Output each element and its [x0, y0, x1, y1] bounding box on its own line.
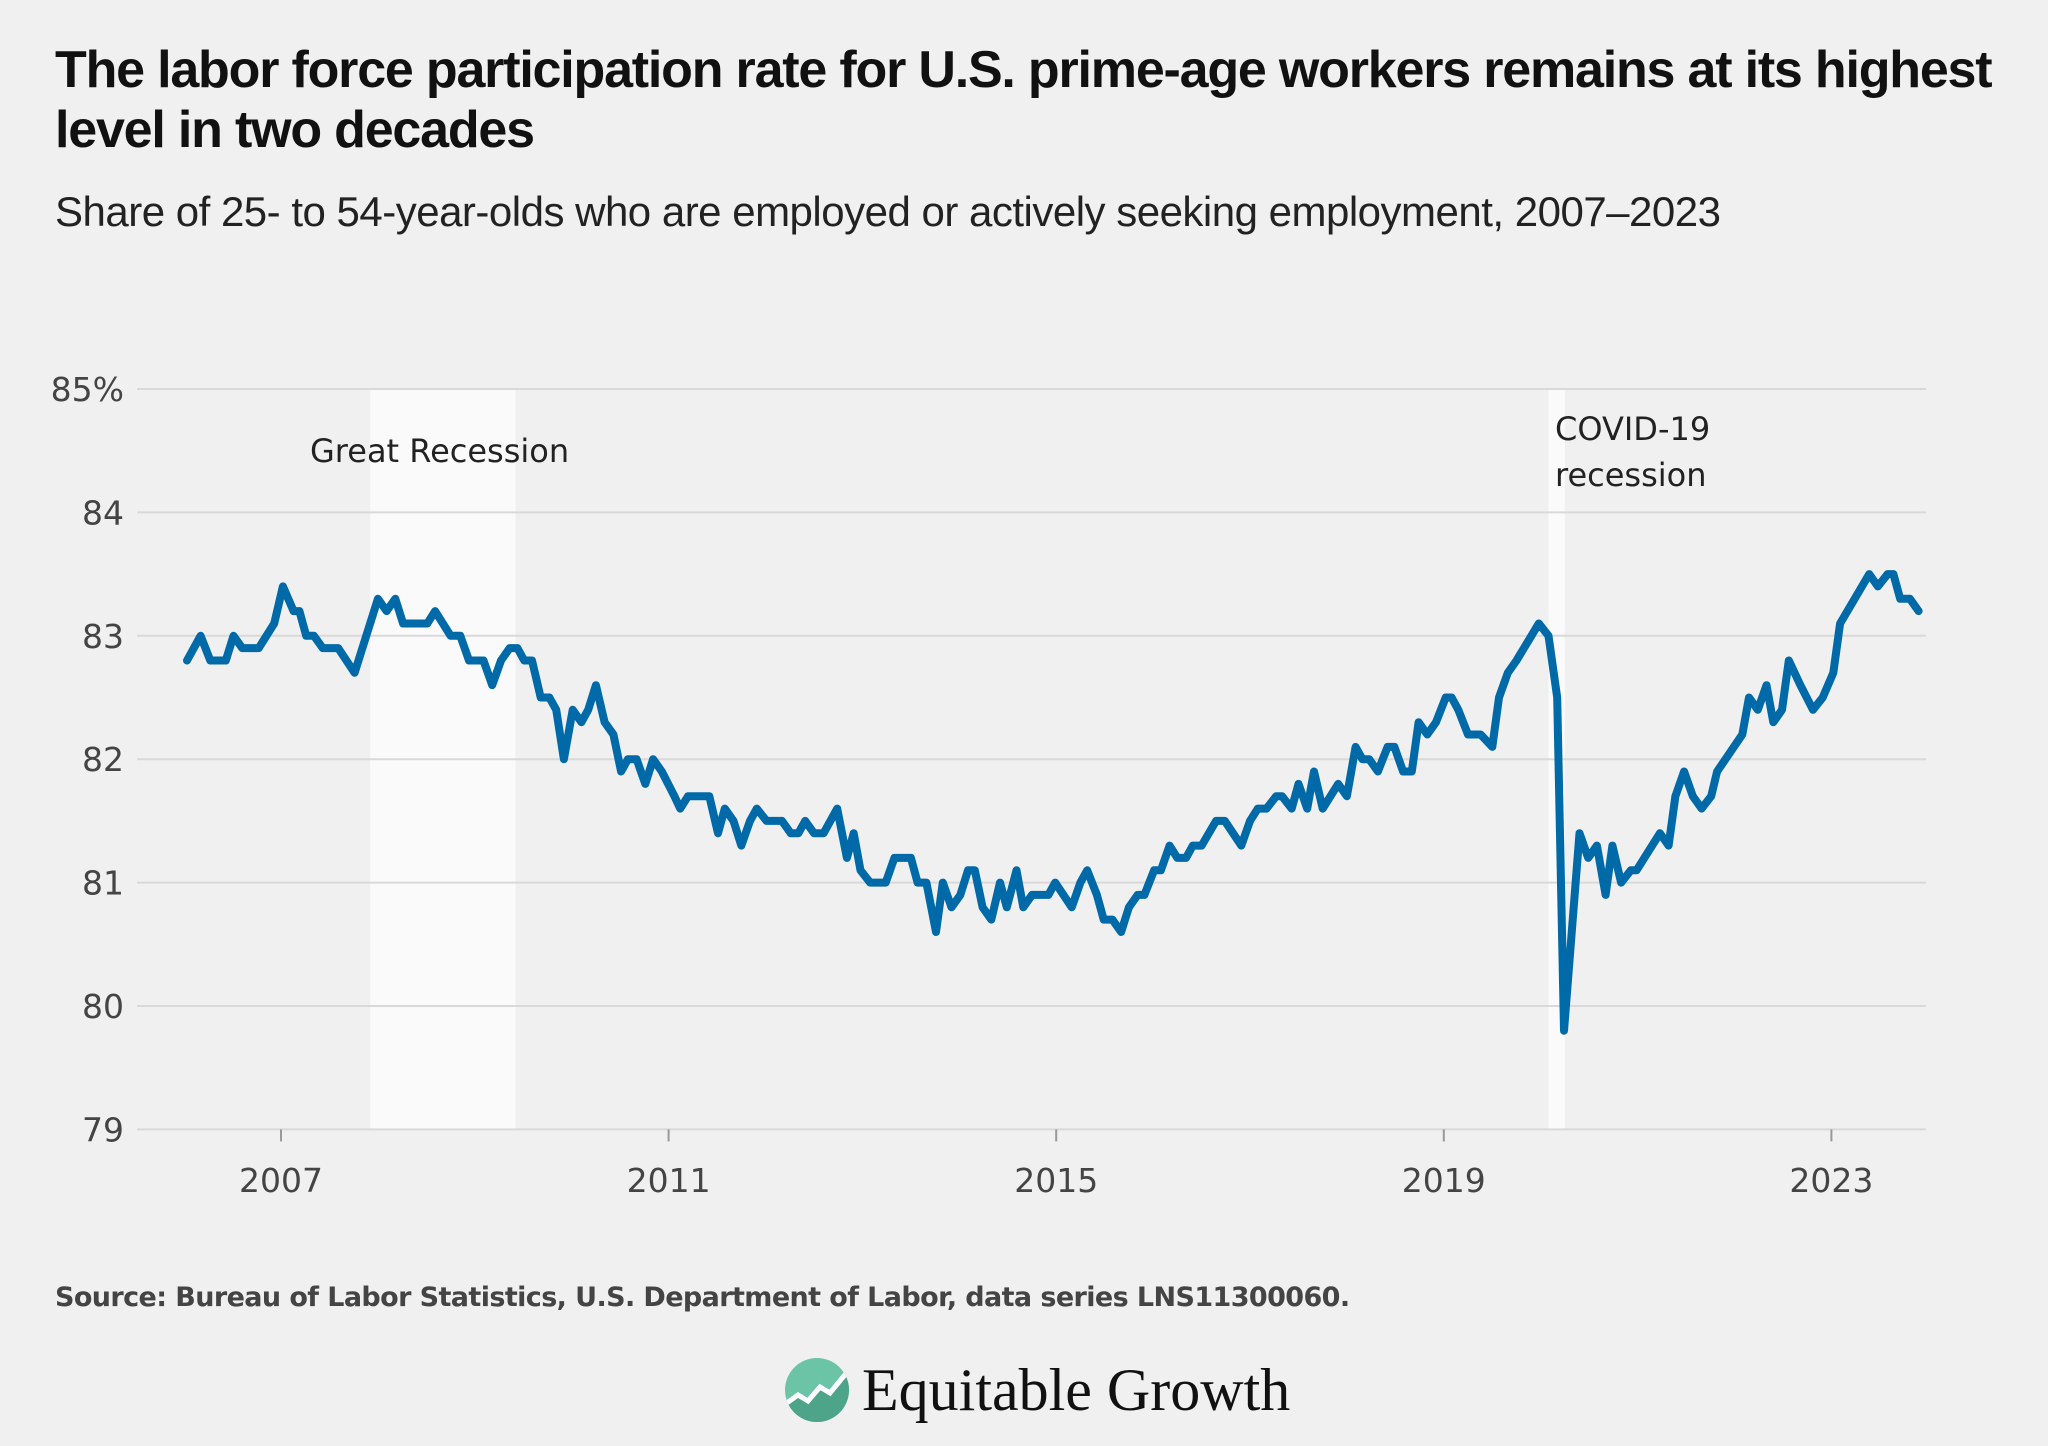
- y-tick-label: 84: [82, 493, 124, 532]
- x-tick-label: 2015: [1014, 1161, 1098, 1200]
- y-tick-label: 79: [82, 1110, 124, 1149]
- y-tick-label: 80: [82, 987, 124, 1026]
- x-tick-label: 2019: [1402, 1161, 1486, 1200]
- y-tick-label: 85%: [51, 370, 124, 409]
- logo-text: Equitable Growth: [862, 1356, 1291, 1423]
- x-tick-label: 2011: [627, 1161, 711, 1200]
- source-note: Source: Bureau of Labor Statistics, U.S.…: [55, 1282, 1350, 1313]
- y-tick-label: 82: [82, 740, 124, 779]
- equitable-growth-logo: Equitable Growth: [784, 1350, 1290, 1430]
- annotation-covid-recession: recession: [1555, 456, 1707, 494]
- series-line: [183, 570, 1923, 1035]
- x-tick-label: 2023: [1789, 1161, 1873, 1200]
- chart-title: The labor force participation rate for U…: [55, 41, 1993, 159]
- x-tick-label: 2007: [239, 1161, 323, 1200]
- y-tick-label: 81: [82, 864, 124, 903]
- y-tick-label: 83: [82, 617, 124, 656]
- annotation-covid-recession: COVID-19: [1555, 410, 1710, 448]
- chart-subtitle: Share of 25- to 54-year-olds who are emp…: [55, 188, 1721, 235]
- annotation-great-recession: Great Recession: [310, 432, 569, 470]
- growth-chart-icon: [785, 1358, 849, 1422]
